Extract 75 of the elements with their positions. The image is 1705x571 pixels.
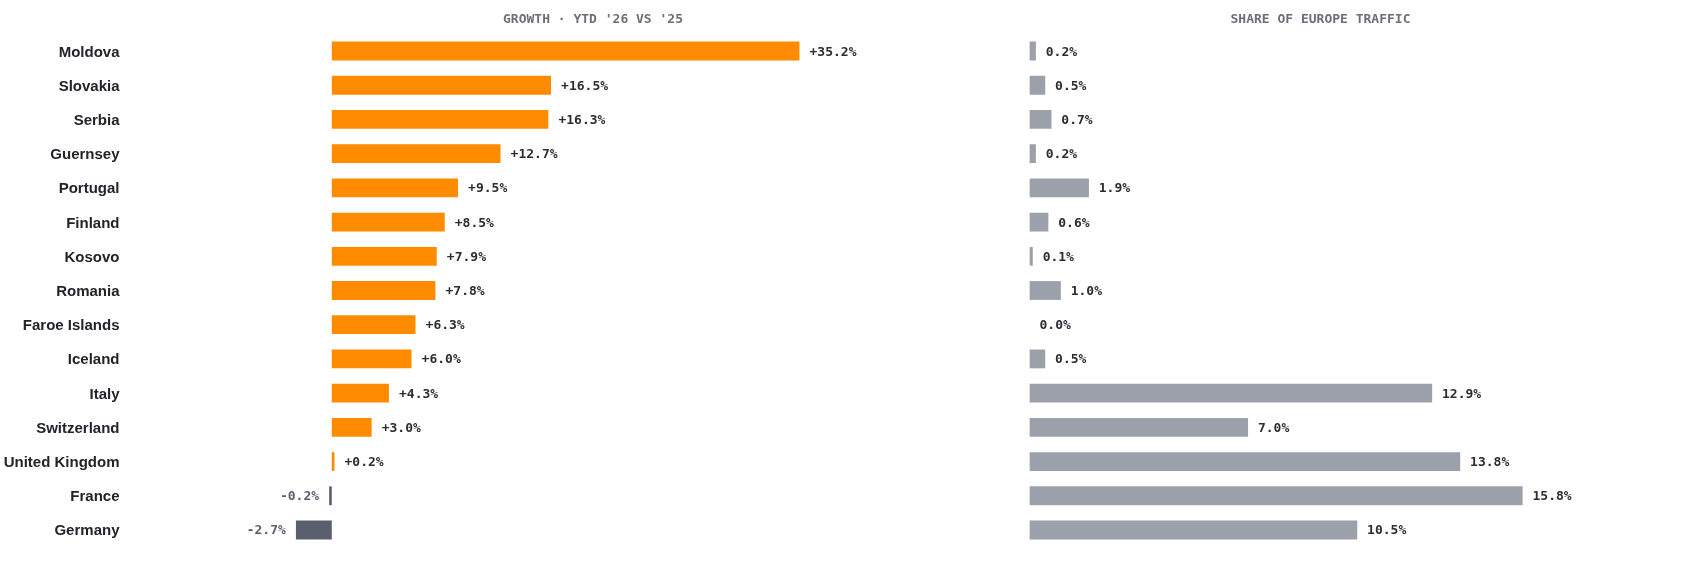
y-tick-label: Faroe Islands: [22, 316, 120, 334]
data-label: +6.0%: [421, 351, 461, 367]
bar: [1029, 383, 1433, 403]
data-label: 12.9%: [1441, 385, 1482, 401]
bar: [295, 520, 332, 540]
y-tick-label: Finland: [66, 213, 120, 231]
data-label: 0.5%: [1055, 351, 1087, 367]
y-tick-label: Guernsey: [50, 145, 121, 163]
data-label: 0.2%: [1045, 146, 1078, 162]
data-label: 13.8%: [1470, 454, 1510, 470]
bar: [1029, 246, 1033, 266]
data-label: +16.5%: [561, 77, 609, 93]
bar: [331, 75, 551, 95]
bar: [331, 315, 416, 335]
bar: [1029, 349, 1046, 369]
bar: [1029, 41, 1036, 61]
data-label: +6.3%: [425, 317, 465, 333]
data-label: 0.7%: [1061, 111, 1093, 127]
bar: [331, 383, 389, 403]
chart-title: SHARE OF EUROPE TRAFFIC: [1230, 10, 1411, 26]
bar: [1029, 212, 1049, 232]
data-label: +0.2%: [344, 454, 384, 470]
bar: [1029, 417, 1249, 437]
bar: [331, 281, 436, 300]
y-tick-label: Germany: [54, 521, 121, 539]
bar: [331, 417, 372, 437]
data-label: 0.0%: [1039, 317, 1071, 333]
data-label: 10.5%: [1367, 522, 1407, 538]
bar: [1029, 281, 1061, 300]
data-label: 0.1%: [1042, 248, 1075, 264]
data-label: 0.5%: [1055, 77, 1087, 93]
bar: [1029, 486, 1523, 506]
data-label: 1.9%: [1098, 180, 1131, 196]
data-label: 0.2%: [1045, 43, 1078, 59]
data-label: 15.8%: [1532, 488, 1572, 504]
y-tick-label: Kosovo: [64, 247, 120, 265]
y-tick-label: Moldova: [58, 42, 121, 60]
bar: [1029, 452, 1461, 471]
y-tick-label: United Kingdom: [3, 453, 120, 471]
bar: [331, 110, 549, 129]
bar: [331, 144, 501, 164]
data-label: +8.5%: [454, 214, 495, 230]
y-tick-label: Italy: [89, 384, 121, 402]
data-label: 7.0%: [1257, 419, 1290, 435]
y-tick-label: Slovakia: [58, 76, 121, 94]
bar: [331, 178, 459, 198]
data-label: +16.3%: [558, 111, 606, 127]
data-label: +3.0%: [381, 419, 422, 435]
bar: [331, 246, 437, 266]
data-label: +35.2%: [809, 43, 857, 59]
y-tick-label: Portugal: [58, 179, 120, 197]
y-tick-label: Switzerland: [36, 418, 120, 436]
bar: [1029, 520, 1358, 540]
data-label: +4.3%: [398, 385, 439, 401]
bar: [1029, 75, 1046, 95]
data-label: 0.6%: [1058, 214, 1090, 230]
data-label: 1.0%: [1070, 283, 1103, 298]
y-tick-label: Iceland: [67, 350, 120, 368]
data-label: +9.5%: [468, 180, 508, 196]
bar: [331, 349, 412, 369]
bar: [1029, 144, 1036, 164]
bar: [331, 212, 445, 232]
chart-title: GROWTH · YTD '26 VS '25: [502, 10, 684, 26]
data-label: +7.9%: [446, 248, 487, 264]
bar: [1029, 178, 1089, 198]
data-label: +12.7%: [510, 146, 558, 162]
bar: [331, 41, 800, 61]
y-tick-label: Romania: [56, 282, 121, 299]
data-label: +7.8%: [445, 283, 485, 298]
bar: [1029, 110, 1052, 129]
bar: [329, 486, 332, 506]
y-tick-label: France: [70, 487, 120, 505]
data-label: -2.7%: [246, 522, 287, 538]
y-tick-label: Serbia: [73, 110, 121, 128]
data-label: -0.2%: [279, 488, 320, 504]
